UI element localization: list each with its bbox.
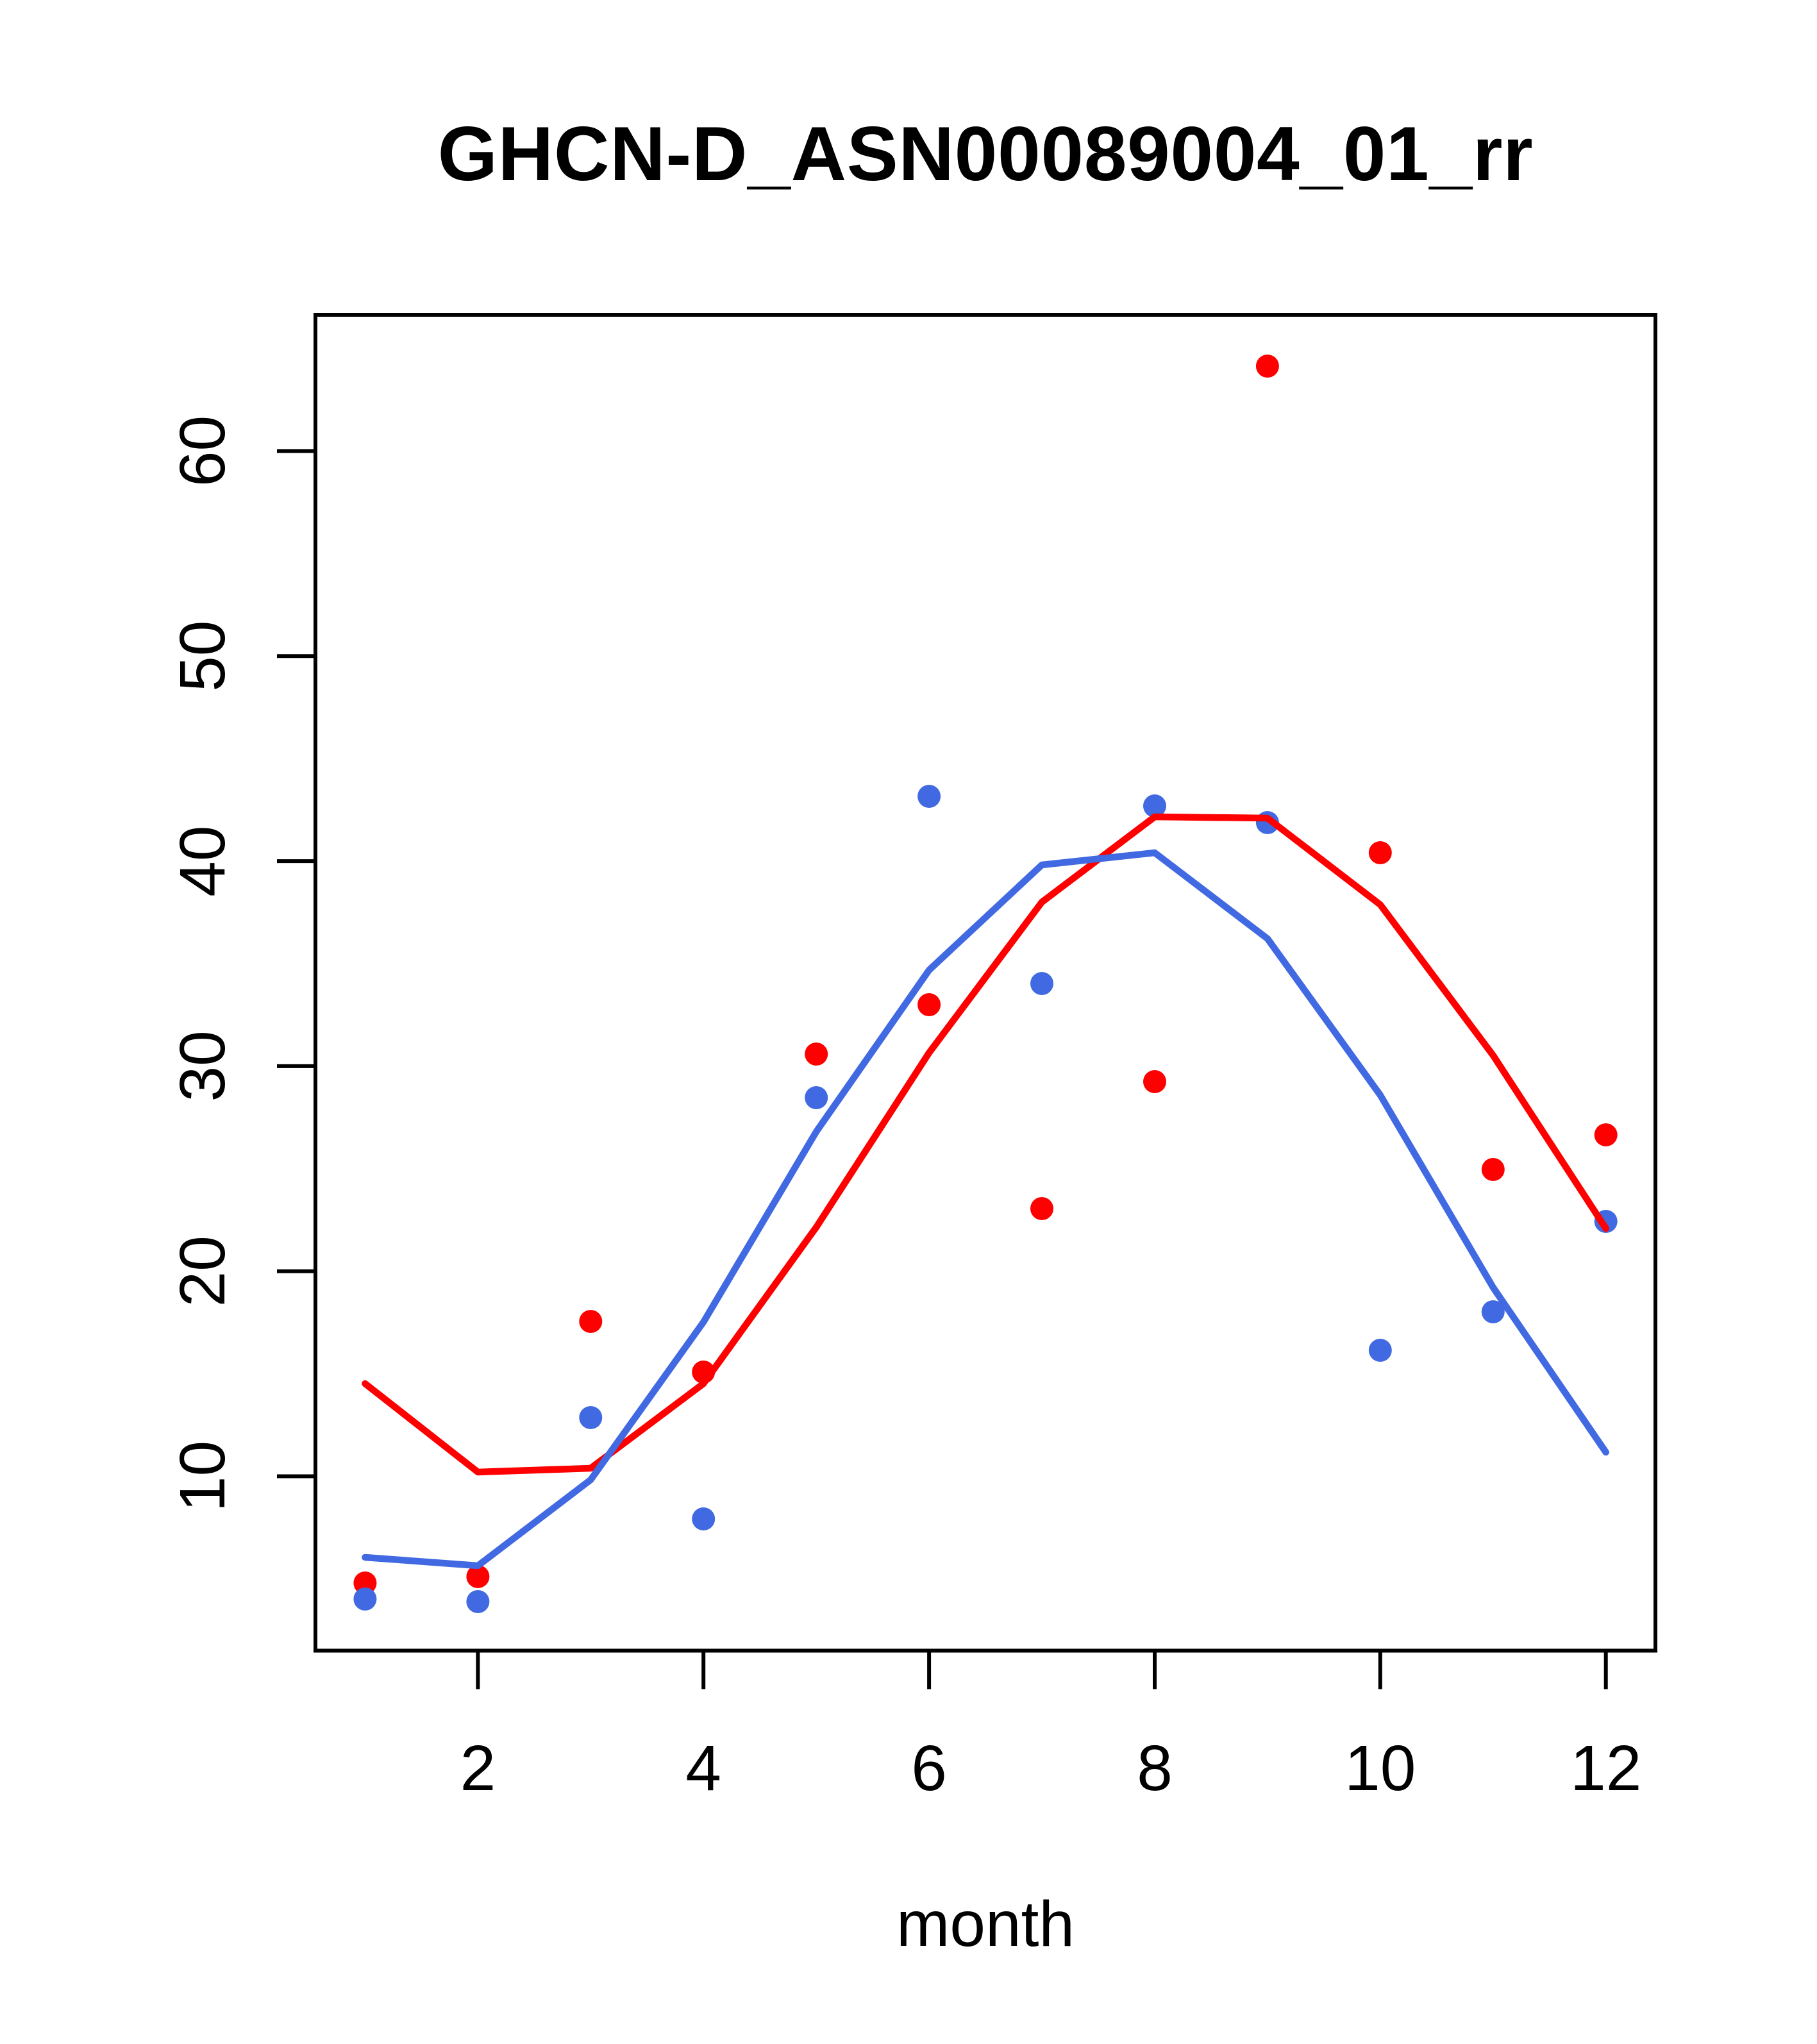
svg-text:GHCN-D_ASN00089004_01_rr: GHCN-D_ASN00089004_01_rr [438, 111, 1534, 197]
svg-text:month: month [896, 1888, 1075, 1960]
svg-text:4: 4 [685, 1732, 721, 1804]
svg-text:20: 20 [167, 1236, 239, 1307]
svg-text:10: 10 [167, 1441, 239, 1512]
svg-text:50: 50 [167, 621, 239, 692]
svg-text:60: 60 [167, 415, 239, 487]
svg-text:40: 40 [167, 825, 239, 896]
svg-text:8: 8 [1137, 1732, 1173, 1804]
svg-text:10: 10 [1344, 1732, 1416, 1804]
svg-text:12: 12 [1570, 1732, 1641, 1804]
svg-text:30: 30 [167, 1030, 239, 1102]
svg-text:2: 2 [460, 1732, 496, 1804]
svg-text:6: 6 [911, 1732, 947, 1804]
